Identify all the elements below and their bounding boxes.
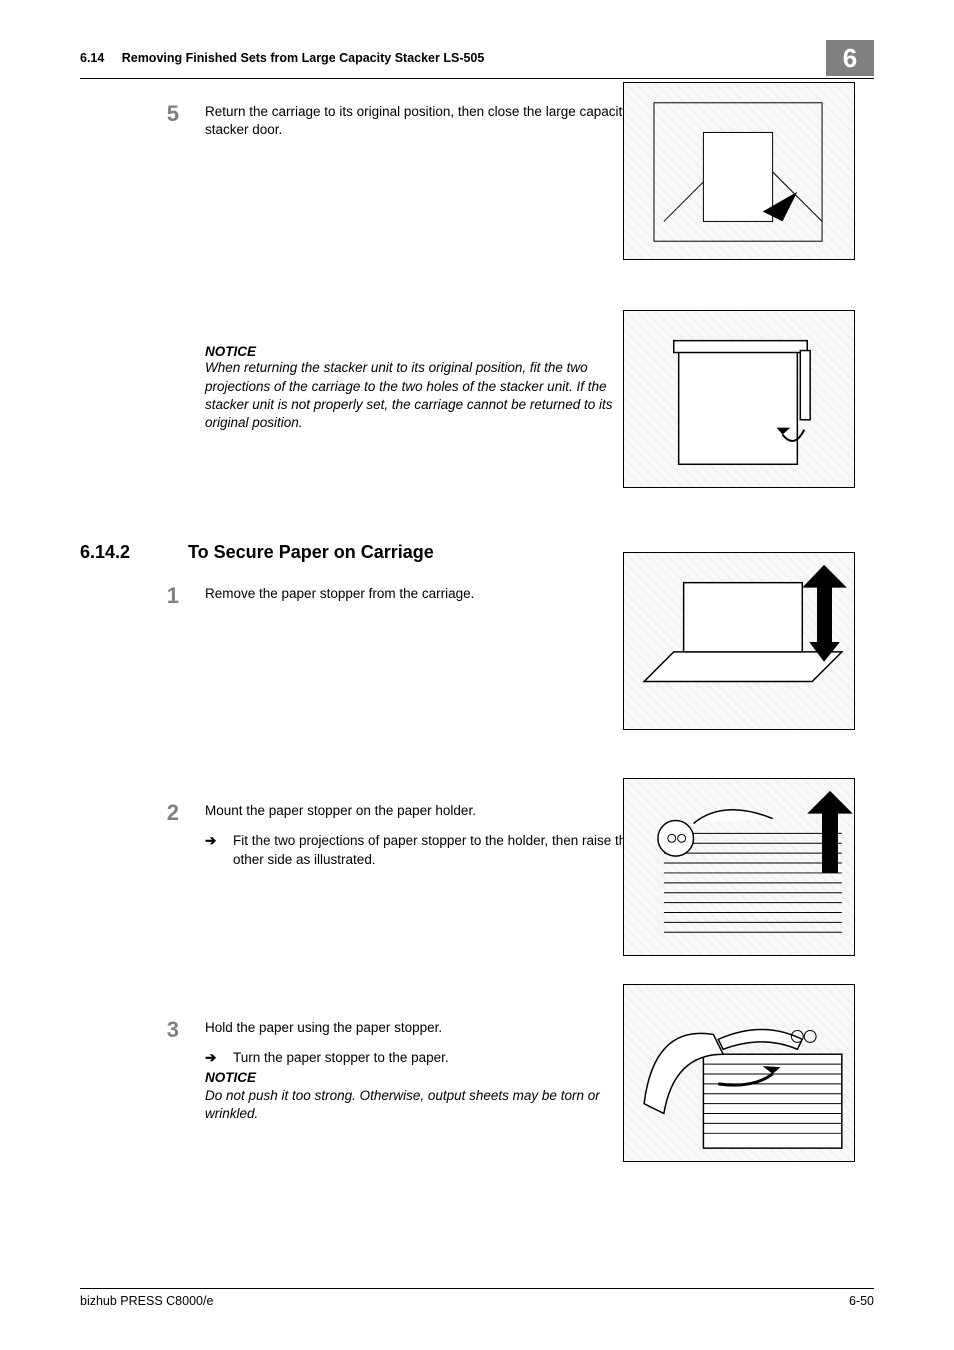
notice-1-text: When returning the stacker unit to its o… [205,359,634,432]
illustration-step5 [623,82,855,260]
arrow-icon: ➔ [205,832,233,868]
chapter-tab: 6 [826,40,874,76]
step-2-number: 2 [80,802,205,824]
subsection-title: To Secure Paper on Carriage [188,542,434,563]
page-footer: bizhub PRESS C8000/e 6-50 [80,1288,874,1308]
illustration-step1 [623,552,855,730]
illustration-step2 [623,778,855,956]
subsection-number: 6.14.2 [80,542,188,563]
header-title: 6.14 Removing Finished Sets from Large C… [80,51,484,65]
notice-1-label: NOTICE [205,344,634,359]
header-section-title: Removing Finished Sets from Large Capaci… [122,51,485,65]
footer-page: 6-50 [849,1294,874,1308]
illustration-step3 [623,984,855,1162]
step-2-bullet-text: Fit the two projections of paper stopper… [233,832,634,868]
step-3-notice-text: Do not push it too strong. Otherwise, ou… [205,1087,634,1123]
step-3-notice-label: NOTICE [205,1069,634,1087]
illustration-notice1 [623,310,855,488]
footer-product: bizhub PRESS C8000/e [80,1294,213,1308]
step-5-number: 5 [80,103,205,139]
step-3-number: 3 [80,1019,205,1041]
step-3-bullet-text: Turn the paper stopper to the paper. [233,1049,449,1067]
header-section-num: 6.14 [80,51,104,65]
page-header: 6.14 Removing Finished Sets from Large C… [80,40,874,79]
step-1-number: 1 [80,585,205,607]
arrow-icon: ➔ [205,1049,233,1067]
